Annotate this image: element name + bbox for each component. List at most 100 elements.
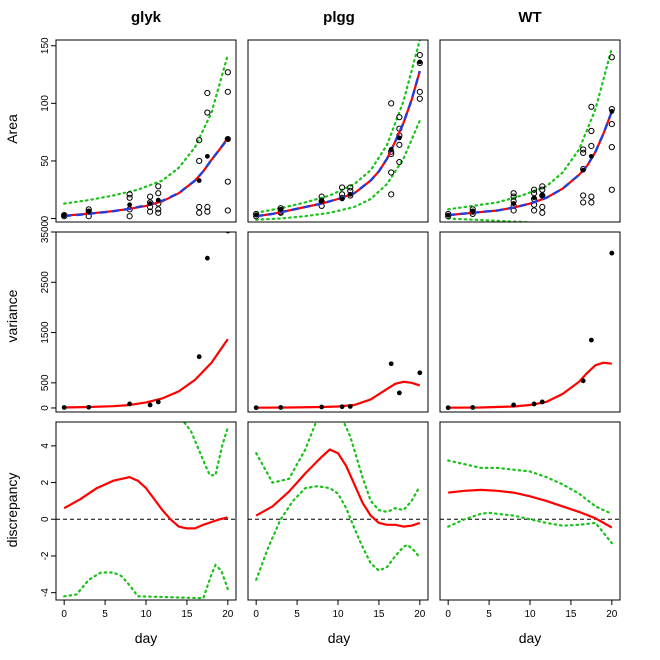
fit-curve	[64, 338, 229, 409]
panel-variance-glyk: 0 500 1500 2500 3500	[40, 220, 237, 413]
y-tick-label: 0	[40, 215, 51, 221]
band-lower-line	[219, 220, 229, 222]
observation-point	[588, 127, 595, 135]
mean-point	[204, 153, 210, 159]
observation-point	[388, 191, 395, 198]
observation-point	[224, 88, 231, 95]
panel-frame	[247, 231, 429, 413]
observation-point	[580, 199, 587, 206]
y-tick-label: 1500	[40, 321, 51, 344]
band-upper-line	[182, 422, 229, 477]
fit-curve	[256, 380, 421, 409]
panel-content	[56, 422, 236, 600]
observation-point	[388, 100, 395, 107]
panel-frame	[439, 231, 621, 413]
band-upper-line	[255, 422, 421, 514]
panel-content	[61, 53, 231, 222]
fit-curve	[255, 448, 421, 528]
mean-point	[61, 212, 67, 218]
fit-curve	[448, 361, 612, 409]
fit-curve	[64, 137, 229, 217]
band-upper-line	[447, 47, 613, 211]
band-lower-line	[255, 119, 421, 221]
x-tick-label: 15	[181, 609, 193, 620]
fit-curve	[63, 476, 229, 530]
mean-point	[278, 206, 284, 212]
mean-point	[445, 405, 451, 411]
mean-point	[609, 109, 615, 114]
alt-fit-curve	[256, 70, 421, 218]
observation-point	[530, 186, 538, 193]
observation-point	[510, 193, 517, 200]
y-tick-label: 150	[40, 37, 51, 54]
observation-point	[224, 135, 231, 143]
row-label-discrepancy: discrepancy	[4, 473, 20, 548]
observation-point	[588, 199, 595, 206]
panel-content	[445, 47, 615, 222]
mean-point	[470, 209, 476, 215]
panel-variance-WT	[439, 231, 621, 413]
y-tick-label: 50	[40, 155, 51, 167]
mean-point	[470, 405, 476, 410]
panel-variance-plgg	[247, 231, 429, 413]
mean-point	[196, 354, 202, 360]
band-lower-line	[255, 485, 421, 581]
mean-point	[539, 399, 545, 405]
mean-point	[155, 399, 161, 405]
x-tick-label: 5	[102, 609, 108, 620]
mean-point	[609, 250, 615, 256]
mean-point	[147, 402, 153, 408]
observation-point	[204, 208, 211, 215]
x-axis-title-glyk: day	[135, 630, 158, 646]
mean-point	[388, 147, 394, 152]
mean-point	[339, 404, 345, 410]
mean-point	[347, 191, 353, 197]
mean-point	[396, 135, 402, 141]
observation-point	[530, 207, 538, 214]
mean-point	[588, 337, 594, 343]
panel-discrepancy-plgg: 0 5 10 15 20	[247, 421, 429, 620]
alt-fit-curve	[448, 110, 613, 217]
observation-point	[396, 159, 403, 166]
observation-point	[224, 178, 231, 185]
panel-content	[61, 232, 230, 410]
y-tick-label: 3500	[40, 220, 51, 243]
panel-discrepancy-WT: 0 5 10 15 20	[439, 421, 621, 620]
panel-frame	[55, 39, 237, 223]
mean-point	[339, 196, 345, 202]
observation-point	[539, 186, 546, 193]
mean-point	[147, 201, 153, 206]
observation-point	[126, 194, 133, 201]
mean-point	[61, 405, 67, 410]
panel-frame	[439, 421, 621, 601]
observation-point	[338, 184, 346, 191]
mean-point	[253, 212, 259, 218]
x-tick-label: 15	[565, 609, 577, 620]
y-tick-label: 0	[40, 405, 51, 411]
mean-point	[196, 178, 202, 183]
mean-point	[127, 401, 133, 407]
observation-point	[196, 157, 203, 165]
panel-frame	[247, 421, 429, 601]
mean-point	[417, 59, 423, 65]
panel-area-glyk: 0 50 100 150	[40, 37, 237, 223]
mean-point	[204, 255, 210, 261]
observation-point	[204, 89, 211, 97]
observation-point	[396, 114, 403, 121]
panel-content	[253, 40, 423, 221]
observation-point	[155, 206, 162, 213]
observation-point	[155, 190, 162, 197]
observation-point	[196, 203, 203, 211]
observation-point	[588, 103, 595, 110]
observation-point	[155, 183, 162, 190]
band-upper-line	[63, 53, 229, 205]
x-tick-label: 5	[486, 609, 492, 620]
band-lower-line	[447, 217, 545, 222]
x-tick-label: 20	[222, 609, 234, 620]
observation-point	[416, 95, 423, 102]
mean-point	[396, 390, 402, 396]
mean-point	[580, 378, 586, 384]
mean-point	[319, 198, 325, 204]
mean-point	[417, 370, 423, 376]
